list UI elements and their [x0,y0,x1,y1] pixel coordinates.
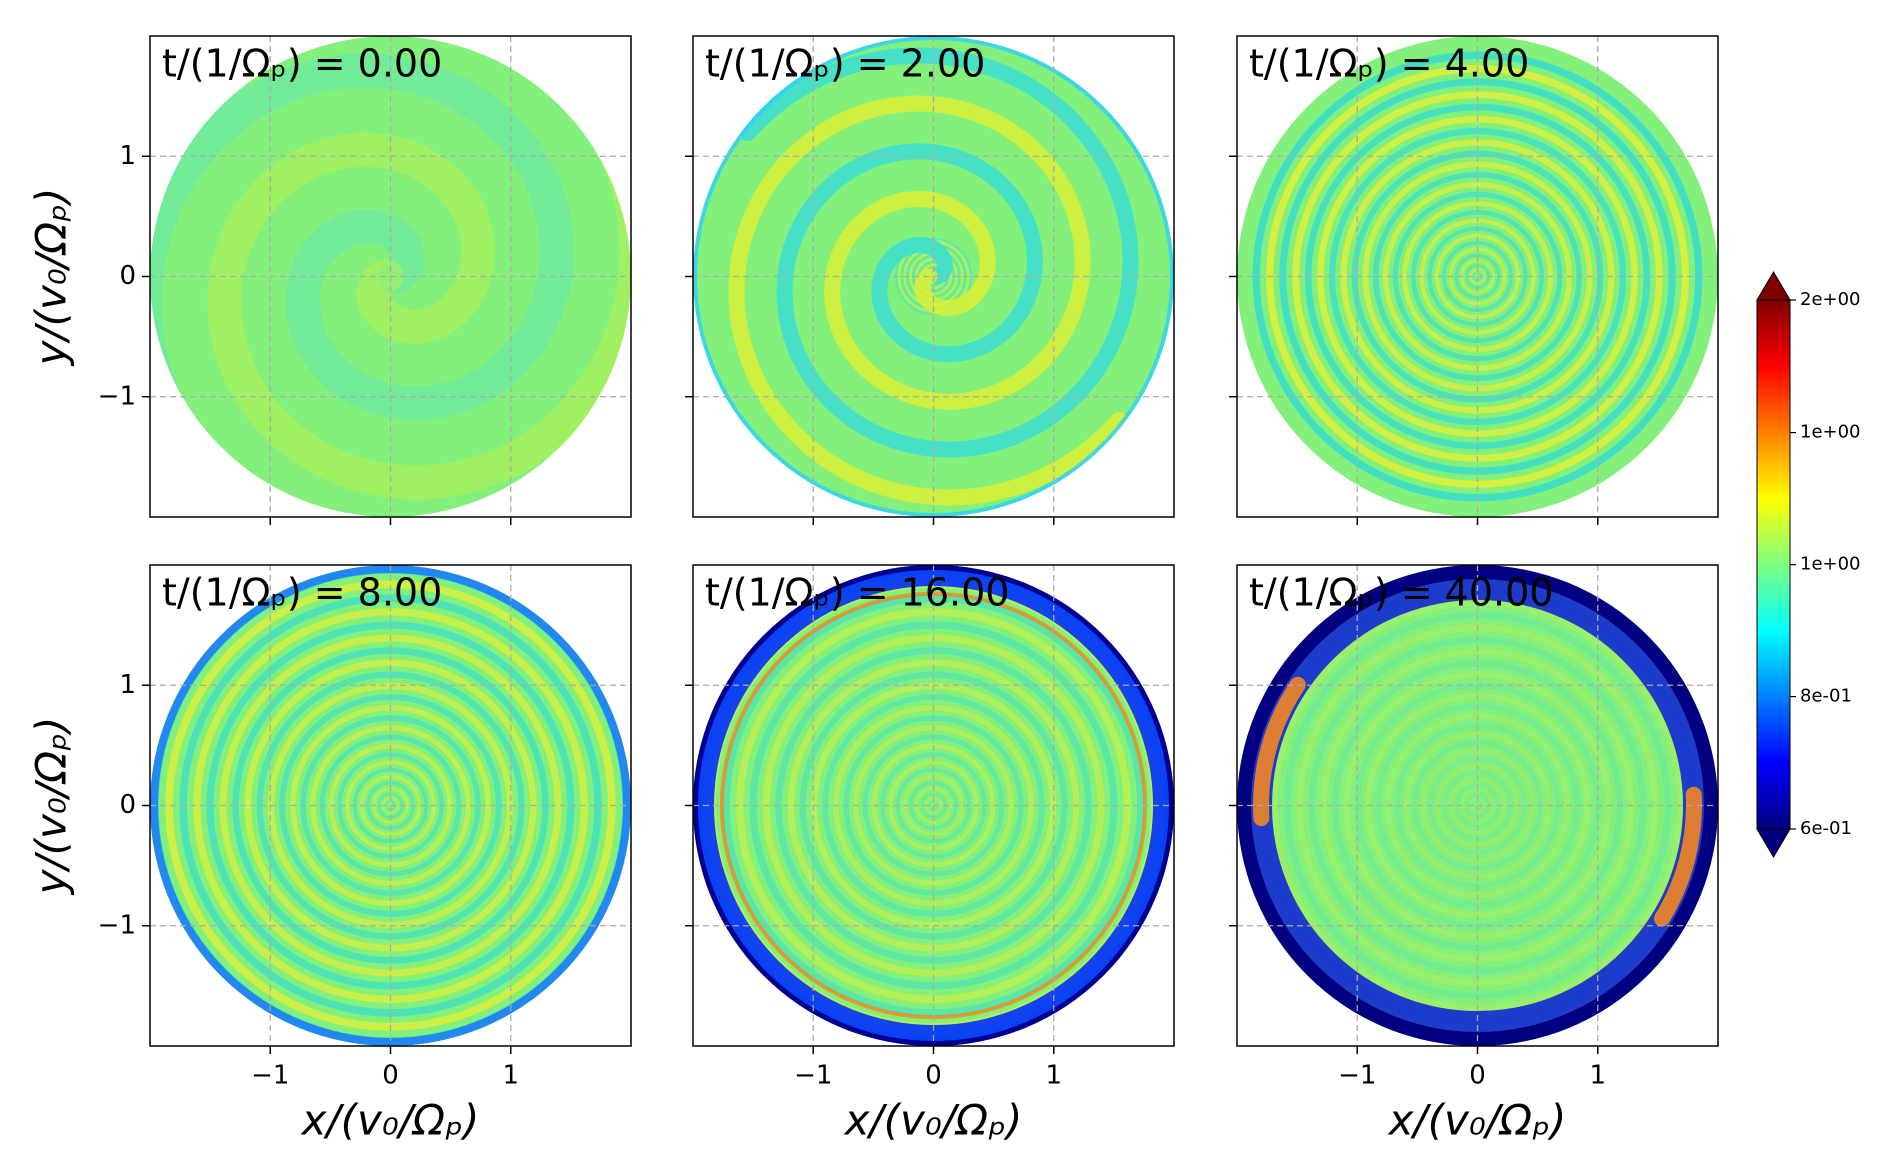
y-axis-label: y/(v₀/Ωₚ) [27,717,76,897]
y-tick-label: 1 [119,670,136,700]
panel-annotation: t/(1/Ωₚ) = 8.00 [162,571,442,615]
heatmap-texture [740,47,1139,458]
axes-frame [1236,564,1719,1047]
y-tick-label: 0 [119,790,136,820]
panel-annotation: t/(1/Ωₚ) = 16.00 [705,571,1009,615]
colorbar-tick-label: 1e+00 [1800,422,1861,443]
axes-frame [692,564,1175,1047]
colorbar-tick-label: 8e-01 [1800,686,1852,707]
x-axis-label: x/(v₀/Ωₚ) [843,1096,1023,1145]
colorbar [1757,300,1790,829]
colorbar-extend-bottom [1756,828,1791,858]
colorbar-tick-label: 6e-01 [1800,818,1852,839]
heatmap-texture [207,107,631,500]
heatmap-texture [1654,786,1702,927]
x-tick-label: −1 [794,1061,832,1091]
panel-annotation: t/(1/Ωₚ) = 40.00 [1249,571,1553,615]
x-tick-label: 0 [1469,1061,1486,1091]
panel-annotation: t/(1/Ωₚ) = 4.00 [1249,42,1529,86]
x-axis-label: x/(v₀/Ωₚ) [1387,1096,1567,1145]
x-tick-label: 1 [1045,1061,1062,1091]
axes-frame [149,564,632,1047]
heatmap-texture [1253,676,1306,827]
x-tick-label: 0 [925,1061,942,1091]
panel-annotation: t/(1/Ωₚ) = 0.00 [162,42,442,86]
colorbar-tick-label: 2e+00 [1800,289,1861,310]
y-tick-label: 1 [119,141,136,171]
heatmap-texture [150,53,574,446]
x-tick-label: −1 [1338,1061,1376,1091]
panel-annotation: t/(1/Ωₚ) = 2.00 [705,42,985,86]
x-axis-label: x/(v₀/Ωₚ) [300,1096,480,1145]
y-tick-label: −1 [98,381,136,411]
colorbar-tick-label: 1e+00 [1800,554,1861,575]
heatmap-texture [728,95,1127,506]
y-axis-label: y/(v₀/Ωₚ) [27,188,76,368]
y-tick-label: 0 [119,261,136,291]
axes-frame [1236,35,1719,518]
axes-frame [149,35,632,518]
x-tick-label: −1 [251,1061,289,1091]
y-tick-label: −1 [98,910,136,940]
colorbar-extend-top [1756,271,1791,301]
axes-frame [692,35,1175,518]
x-tick-label: 0 [382,1061,399,1091]
x-tick-label: 1 [1589,1061,1606,1091]
x-tick-label: 1 [502,1061,519,1091]
